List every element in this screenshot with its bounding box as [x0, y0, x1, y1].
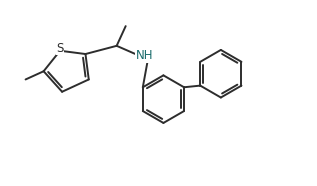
Text: S: S [56, 42, 64, 55]
Text: NH: NH [136, 49, 153, 62]
